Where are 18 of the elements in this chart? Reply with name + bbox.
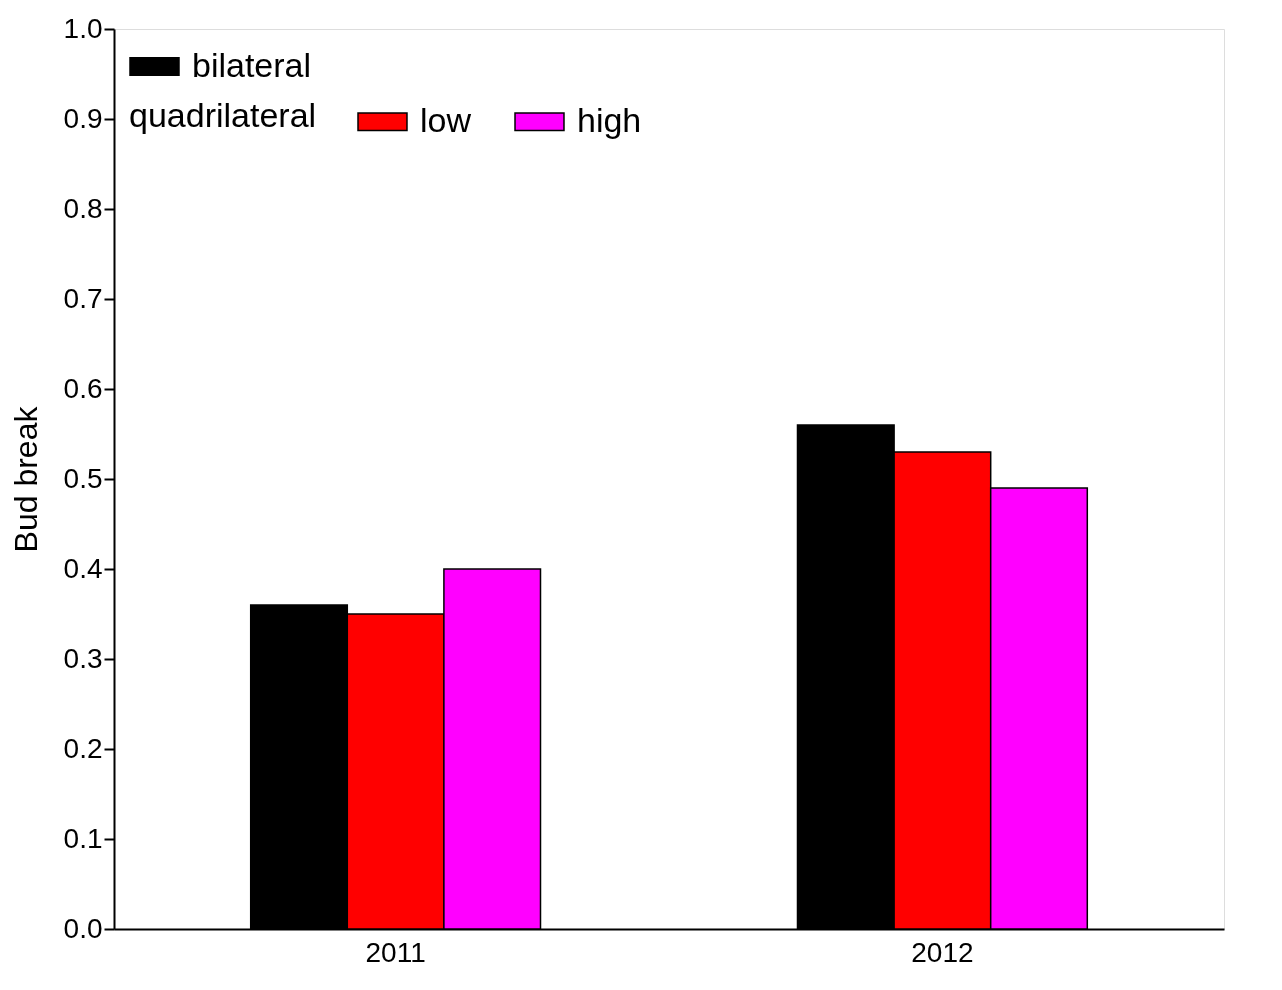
y-tick-label: 0.4 [63,552,103,584]
y-tick-label: 0.9 [63,102,103,134]
x-tick-label: 2011 [365,936,426,968]
legend-title: quadrilateral [129,96,317,134]
x-tick-label: 2012 [911,936,974,968]
y-axis-title: Bud break [7,405,44,553]
y-tick-label: 0.1 [63,822,103,854]
y-tick-label: 0.8 [63,192,103,224]
legend-label: low [420,100,472,139]
y-tick-label: 0.2 [63,732,103,764]
y-tick-label: 0.6 [63,372,103,404]
y-tick-label: 0.5 [63,462,103,494]
legend-label: high [577,100,642,139]
legend-label: bilateral [192,45,312,84]
y-tick-label: 0.0 [63,912,103,944]
y-tick-label: 0.3 [63,642,103,674]
y-tick-label: 1.0 [63,12,103,44]
y-tick-label: 0.7 [63,282,103,314]
